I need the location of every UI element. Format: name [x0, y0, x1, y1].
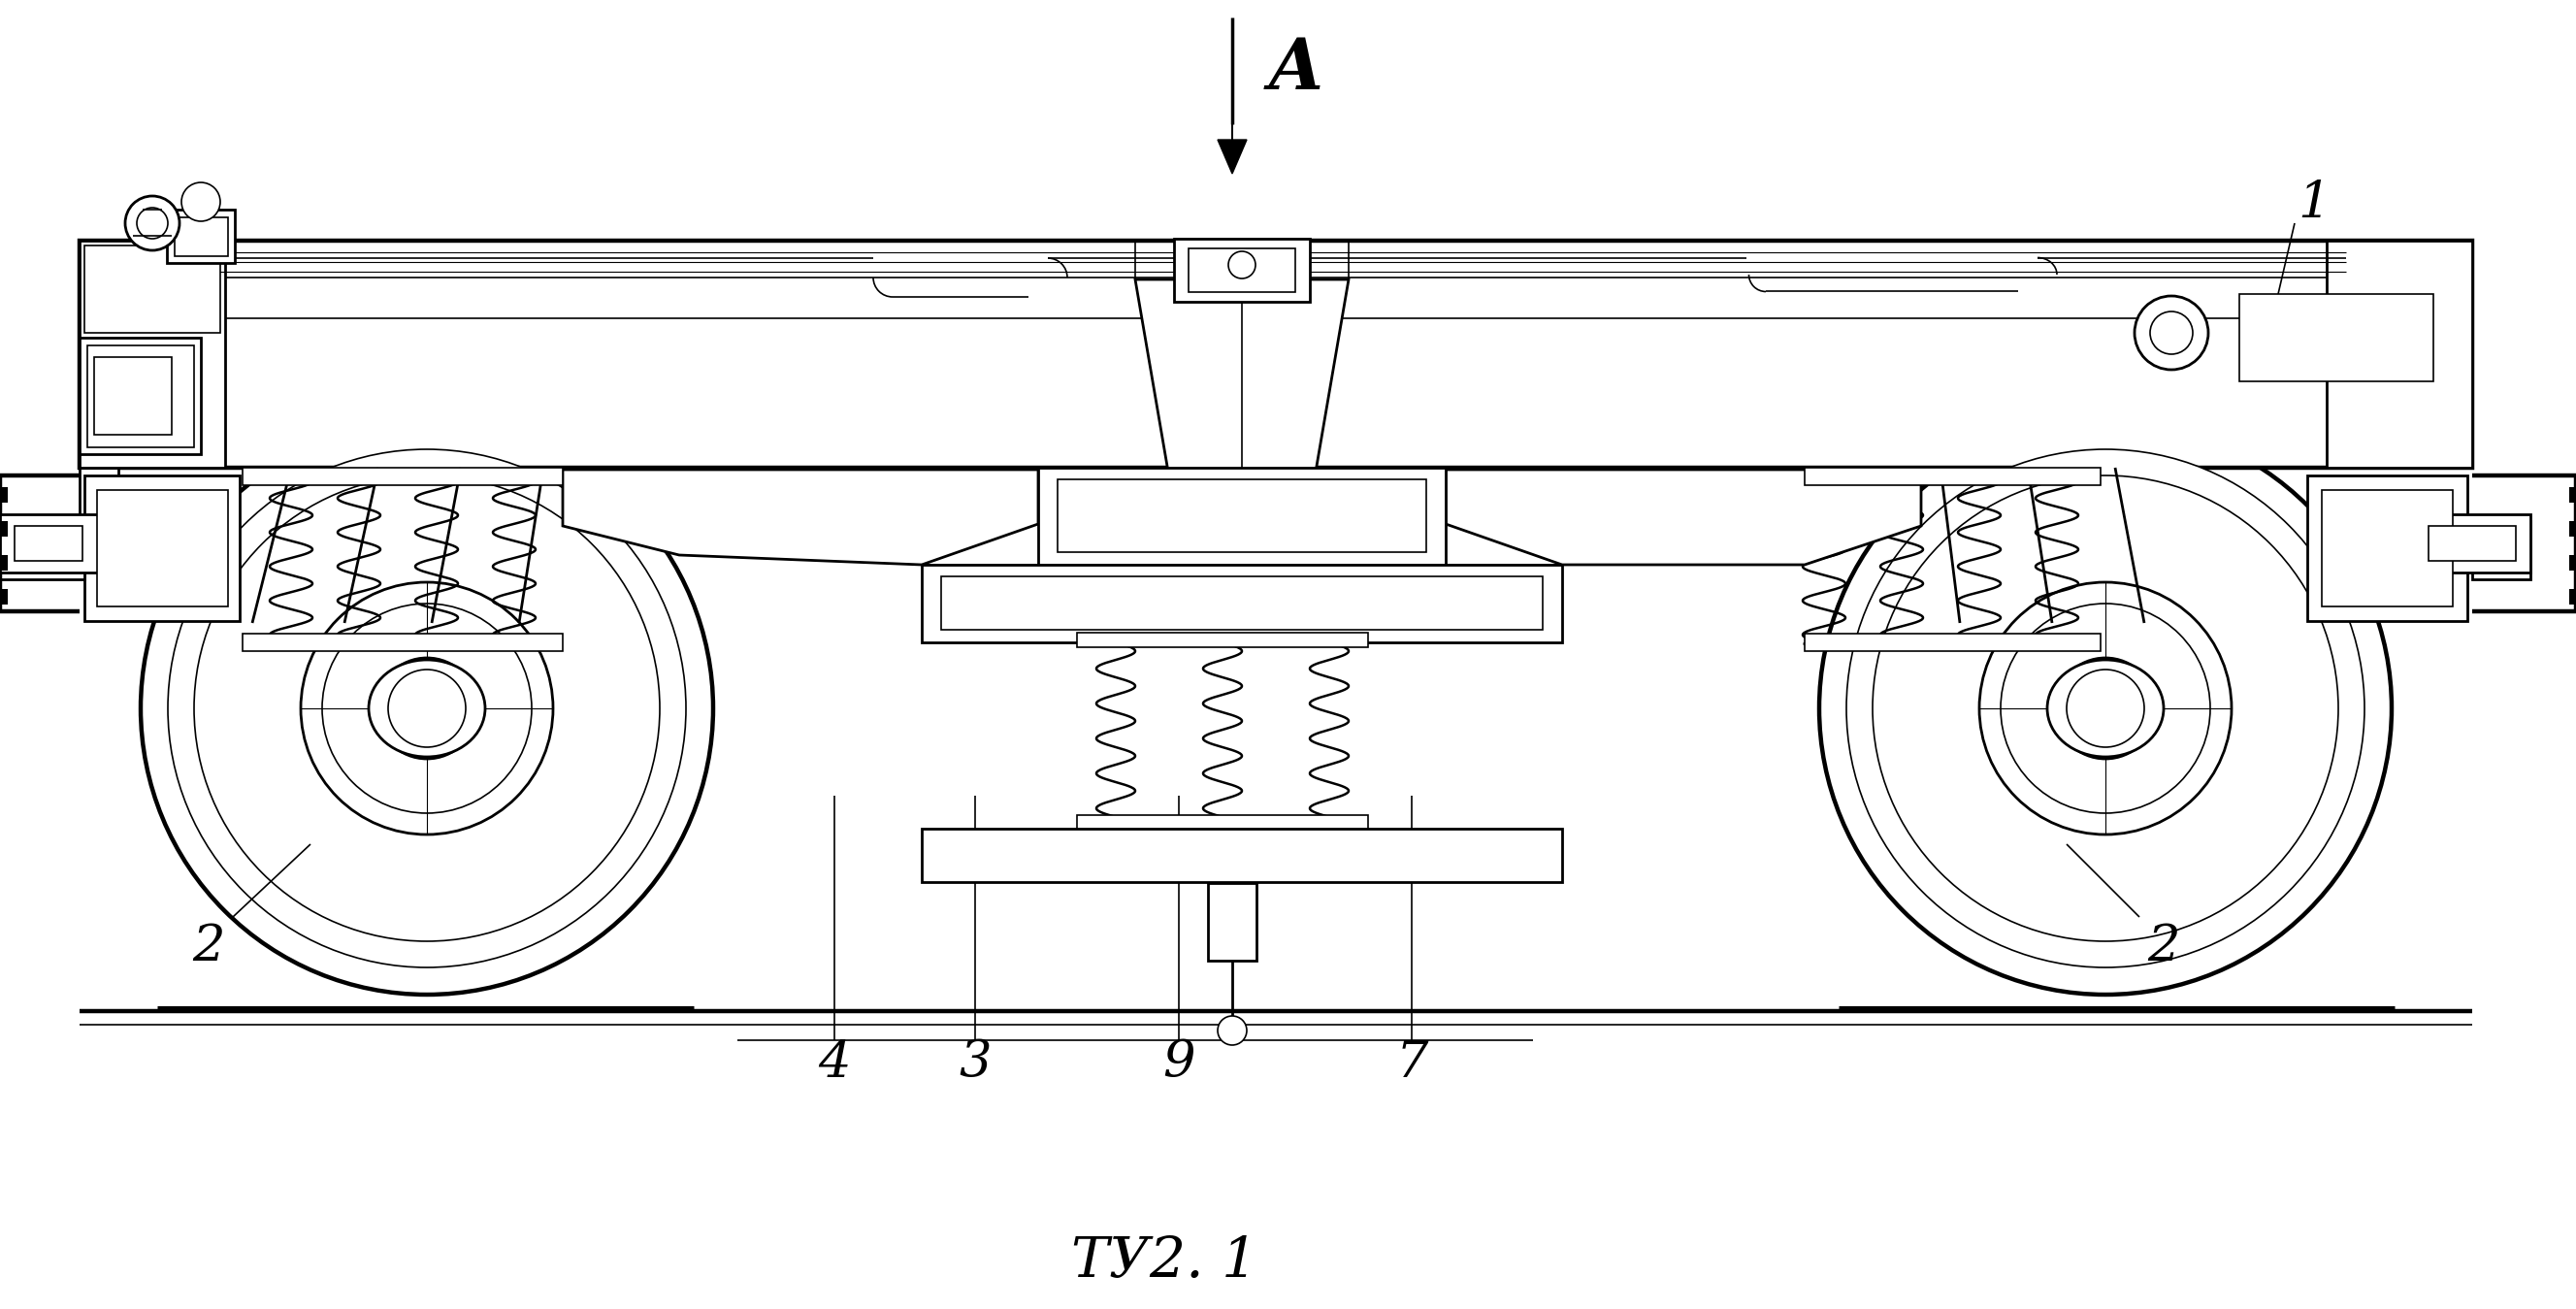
Bar — [15, 526, 82, 560]
Bar — [1188, 249, 1296, 292]
Bar — [922, 564, 1561, 643]
Circle shape — [126, 196, 180, 250]
Bar — [2568, 487, 2576, 503]
Bar — [940, 576, 1543, 630]
Circle shape — [1218, 1016, 1247, 1045]
Circle shape — [2002, 603, 2210, 813]
Text: 3: 3 — [958, 1038, 992, 1088]
Circle shape — [1847, 449, 2365, 967]
Polygon shape — [80, 467, 118, 516]
Bar — [2308, 475, 2468, 620]
Bar — [1038, 467, 1445, 564]
Bar — [85, 475, 240, 620]
Bar — [2321, 490, 2452, 606]
Bar — [80, 241, 224, 467]
Bar — [85, 246, 219, 332]
Circle shape — [322, 603, 531, 813]
Polygon shape — [1445, 470, 1922, 564]
Circle shape — [2151, 312, 2192, 355]
Bar — [1077, 816, 1368, 830]
Bar — [2429, 526, 2517, 560]
Bar — [0, 555, 8, 571]
Bar — [2568, 555, 2576, 571]
Circle shape — [2069, 672, 2143, 745]
Text: ΤУ2. 1: ΤУ2. 1 — [1072, 1234, 1257, 1289]
Circle shape — [1819, 421, 2391, 995]
Circle shape — [1873, 475, 2339, 941]
Circle shape — [2056, 658, 2156, 759]
Bar — [0, 589, 8, 605]
Text: 4: 4 — [819, 1038, 850, 1088]
Circle shape — [180, 182, 219, 221]
Text: 1: 1 — [2298, 179, 2331, 229]
Bar — [2239, 295, 2434, 381]
Bar — [80, 241, 2473, 467]
Text: A: A — [1270, 35, 1324, 105]
Circle shape — [2136, 296, 2208, 369]
Bar — [0, 514, 137, 572]
Ellipse shape — [368, 660, 484, 757]
Text: 7: 7 — [1396, 1038, 1427, 1088]
Circle shape — [167, 449, 685, 967]
Circle shape — [389, 672, 464, 745]
Bar — [242, 634, 562, 651]
Circle shape — [193, 475, 659, 941]
Circle shape — [2066, 669, 2143, 747]
Bar — [0, 521, 8, 537]
Ellipse shape — [2048, 660, 2164, 757]
Bar — [1806, 467, 2099, 486]
Bar — [1077, 632, 1368, 647]
Bar — [0, 487, 8, 503]
Bar — [95, 357, 173, 435]
Bar — [80, 338, 201, 454]
Bar — [922, 829, 1561, 882]
Bar — [98, 490, 229, 606]
Circle shape — [1229, 251, 1255, 279]
Bar — [1208, 884, 1257, 961]
Circle shape — [142, 421, 714, 995]
Bar — [0, 521, 85, 580]
Bar — [2473, 521, 2530, 580]
Text: 2: 2 — [2148, 922, 2179, 971]
Bar — [167, 209, 234, 263]
Bar — [1175, 238, 1309, 302]
Circle shape — [389, 669, 466, 747]
Bar — [242, 467, 562, 486]
Circle shape — [301, 583, 554, 835]
Circle shape — [376, 658, 477, 759]
Bar — [1059, 479, 1427, 552]
Polygon shape — [1136, 279, 1350, 478]
Bar — [88, 346, 193, 448]
Circle shape — [137, 208, 167, 238]
Bar — [2414, 514, 2530, 572]
Bar — [2568, 521, 2576, 537]
Text: 9: 9 — [1162, 1038, 1195, 1088]
Bar — [2568, 589, 2576, 605]
FancyArrow shape — [1218, 122, 1247, 174]
Circle shape — [1978, 583, 2231, 835]
Polygon shape — [562, 470, 1038, 564]
Bar — [1806, 634, 2099, 651]
Bar — [2326, 241, 2473, 467]
Bar — [175, 217, 229, 257]
Text: 2: 2 — [193, 922, 224, 971]
